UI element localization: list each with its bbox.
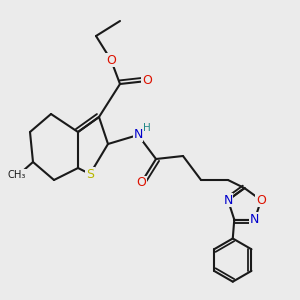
Text: N: N [223, 194, 232, 207]
Text: O: O [256, 194, 266, 207]
Text: H: H [142, 123, 150, 134]
Text: N: N [133, 128, 143, 142]
Text: O: O [142, 74, 152, 88]
Text: O: O [136, 176, 146, 190]
Text: O: O [106, 53, 116, 67]
Text: N: N [250, 213, 260, 226]
Text: S: S [86, 167, 94, 181]
Text: CH₃: CH₃ [8, 170, 26, 180]
